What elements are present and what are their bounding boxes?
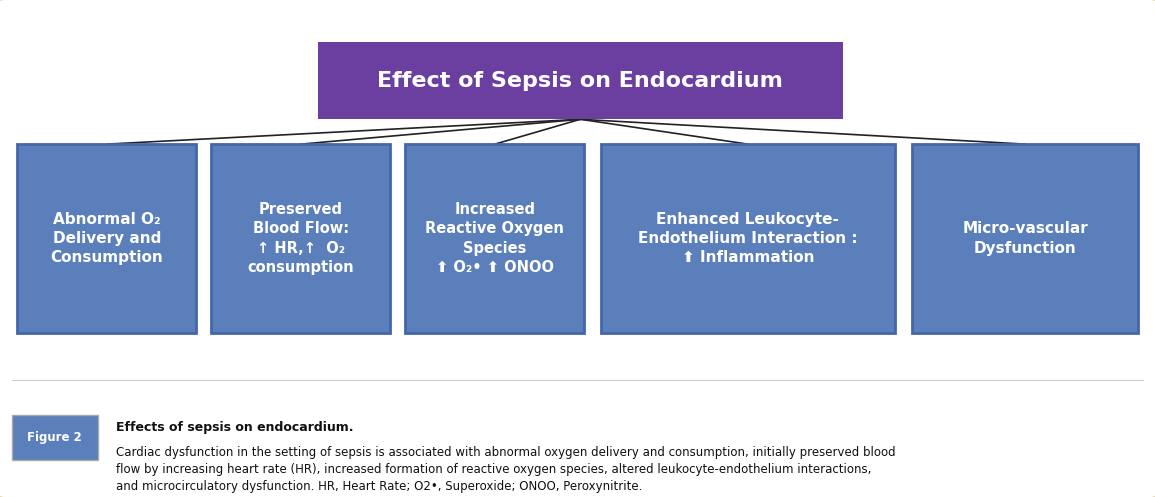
FancyBboxPatch shape xyxy=(912,144,1138,333)
Text: Effects of sepsis on endocardium.: Effects of sepsis on endocardium. xyxy=(116,421,353,434)
Text: Figure 2: Figure 2 xyxy=(28,431,82,444)
FancyBboxPatch shape xyxy=(211,144,390,333)
Text: Cardiac dysfunction in the setting of sepsis is associated with abnormal oxygen : Cardiac dysfunction in the setting of se… xyxy=(116,446,895,494)
FancyBboxPatch shape xyxy=(318,42,843,119)
FancyBboxPatch shape xyxy=(12,415,98,460)
Text: Effect of Sepsis on Endocardium: Effect of Sepsis on Endocardium xyxy=(378,71,783,91)
Text: Abnormal O₂
Delivery and
Consumption: Abnormal O₂ Delivery and Consumption xyxy=(51,212,163,265)
FancyBboxPatch shape xyxy=(405,144,584,333)
Text: Preserved
Blood Flow:
↑ HR,↑  O₂
consumption: Preserved Blood Flow: ↑ HR,↑ O₂ consumpt… xyxy=(247,202,355,275)
Text: Enhanced Leukocyte-
Endothelium Interaction :
⬆ Inflammation: Enhanced Leukocyte- Endothelium Interact… xyxy=(638,212,858,265)
Text: Increased
Reactive Oxygen
Species
⬆ O₂• ⬆ ONOO: Increased Reactive Oxygen Species ⬆ O₂• … xyxy=(425,202,565,275)
Text: Micro-vascular
Dysfunction: Micro-vascular Dysfunction xyxy=(962,222,1088,255)
FancyBboxPatch shape xyxy=(17,144,196,333)
FancyBboxPatch shape xyxy=(601,144,895,333)
